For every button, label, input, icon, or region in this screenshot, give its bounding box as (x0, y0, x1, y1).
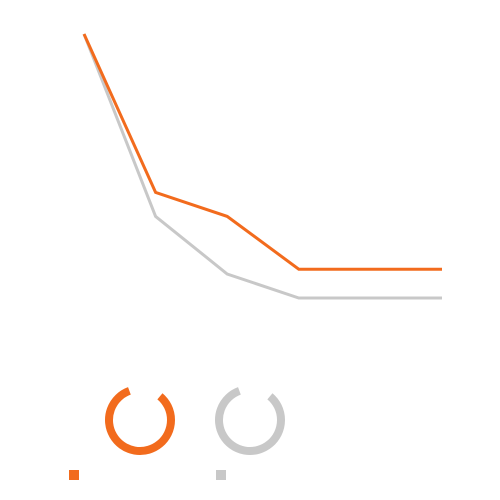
legend (69, 387, 285, 480)
legend-marker-1 (69, 470, 79, 480)
series-line-1 (82, 33, 442, 271)
legend-ring-icon-2 (215, 387, 285, 455)
legend-ring-icon-1 (105, 387, 175, 455)
series-layer (82, 33, 442, 300)
series-line-2 (82, 33, 442, 300)
legend-marker-2 (216, 470, 226, 480)
